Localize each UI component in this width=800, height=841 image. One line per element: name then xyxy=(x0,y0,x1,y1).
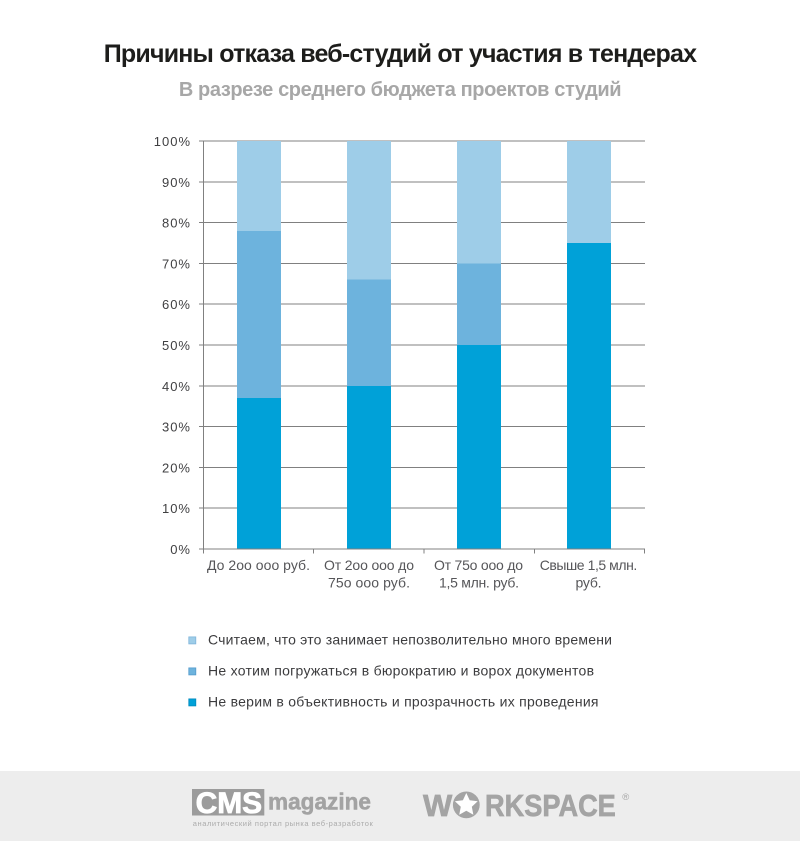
svg-text:60%: 60% xyxy=(162,297,191,312)
svg-text:До 2оо ооо руб.: До 2оо ооо руб. xyxy=(207,557,310,573)
svg-text:От 75о ооо до: От 75о ооо до xyxy=(434,557,523,573)
svg-text:Не хотим погружаться в бюрокра: Не хотим погружаться в бюрократию и воро… xyxy=(208,663,594,679)
svg-text:CMS: CMS xyxy=(196,787,263,820)
svg-text:75о ооо руб.: 75о ооо руб. xyxy=(328,575,410,591)
svg-text:magazine: magazine xyxy=(268,789,371,815)
svg-text:Свыше 1,5 млн.: Свыше 1,5 млн. xyxy=(540,557,638,573)
svg-text:40%: 40% xyxy=(162,379,191,394)
svg-text:0%: 0% xyxy=(170,542,191,557)
svg-text:RKSPACE: RKSPACE xyxy=(485,788,616,823)
svg-text:90%: 90% xyxy=(162,175,191,190)
svg-text:1,5 млн. руб.: 1,5 млн. руб. xyxy=(439,575,519,591)
svg-text:аналитический портал рынка веб: аналитический портал рынка веб-разработо… xyxy=(193,819,374,828)
svg-text:50%: 50% xyxy=(162,338,191,353)
svg-text:10%: 10% xyxy=(162,501,191,516)
svg-text:100%: 100% xyxy=(154,134,191,149)
svg-text:От 2оо ооо до: От 2оо ооо до xyxy=(324,557,414,573)
svg-text:30%: 30% xyxy=(162,420,191,435)
svg-text:20%: 20% xyxy=(162,460,191,475)
svg-text:руб.: руб. xyxy=(576,575,602,591)
svg-text:Считаем, что это занимает непо: Считаем, что это занимает непозволительн… xyxy=(208,632,612,648)
svg-text:70%: 70% xyxy=(162,256,191,271)
svg-text:®: ® xyxy=(622,792,629,803)
svg-text:W: W xyxy=(423,788,453,823)
svg-text:Не верим в объективность и про: Не верим в объективность и прозрачность … xyxy=(208,694,599,710)
svg-text:80%: 80% xyxy=(162,216,191,231)
